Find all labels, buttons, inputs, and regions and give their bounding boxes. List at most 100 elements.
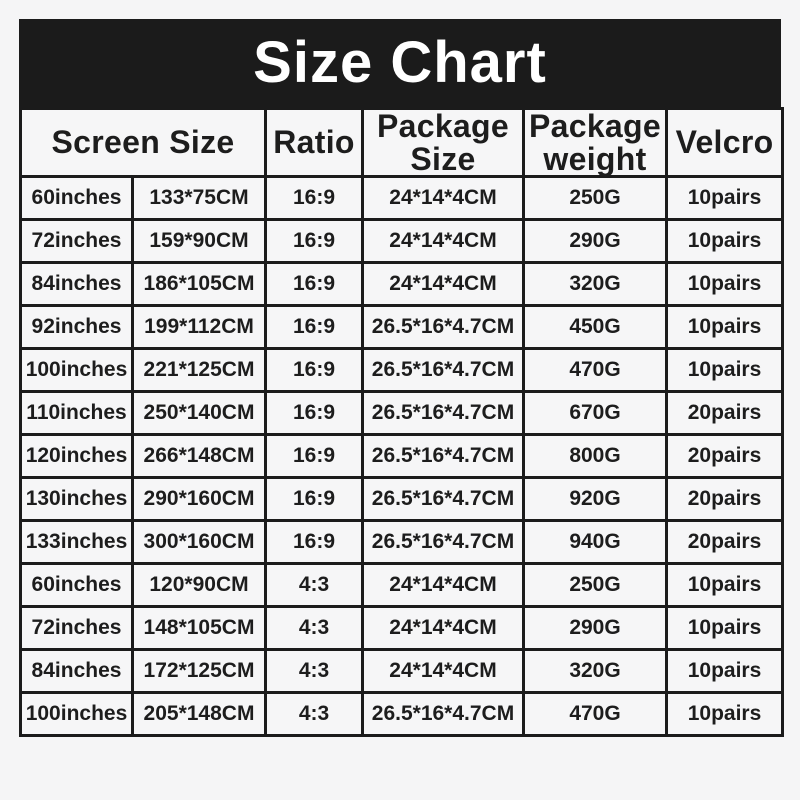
cell-screen-size-inches: 120inches [19, 433, 134, 480]
cell-package-weight: 470G [522, 347, 668, 394]
cell-package-weight: 290G [522, 218, 668, 265]
cell-package-weight: 290G [522, 605, 668, 652]
table-row: 130inches 290*160CM 16:9 26.5*16*4.7CM 920G 2… [19, 476, 784, 523]
cell-screen-size-cm: 199*112CM [131, 304, 267, 351]
table-row: 100inches 221*125CM 16:9 26.5*16*4.7CM 470G 1… [19, 347, 784, 394]
cell-velcro: 20pairs [665, 519, 784, 566]
cell-screen-size-inches: 84inches [19, 648, 134, 695]
cell-screen-size-cm: 205*148CM [131, 691, 267, 738]
header-package-weight: Package weight [522, 106, 668, 179]
cell-package-size: 26.5*16*4.7CM [361, 519, 525, 566]
table-row: 72inches 159*90CM 16:9 24*14*4CM 290G 10pairs [19, 218, 784, 265]
cell-velcro: 10pairs [665, 175, 784, 222]
cell-velcro: 10pairs [665, 691, 784, 738]
cell-screen-size-cm: 172*125CM [131, 648, 267, 695]
cell-screen-size-cm: 120*90CM [131, 562, 267, 609]
cell-screen-size-cm: 221*125CM [131, 347, 267, 394]
cell-package-size: 24*14*4CM [361, 605, 525, 652]
cell-package-size: 24*14*4CM [361, 261, 525, 308]
cell-package-size: 26.5*16*4.7CM [361, 390, 525, 437]
cell-package-weight: 670G [522, 390, 668, 437]
cell-velcro: 10pairs [665, 562, 784, 609]
cell-package-weight: 940G [522, 519, 668, 566]
cell-package-size: 24*14*4CM [361, 562, 525, 609]
cell-screen-size-cm: 133*75CM [131, 175, 267, 222]
header-screen-size: Screen Size [19, 106, 267, 179]
cell-screen-size-inches: 100inches [19, 691, 134, 738]
table-row: 100inches 205*148CM 4:3 26.5*16*4.7CM 470G 10… [19, 691, 784, 738]
table-row: 60inches 120*90CM 4:3 24*14*4CM 250G 10pairs [19, 562, 784, 609]
cell-package-size: 26.5*16*4.7CM [361, 304, 525, 351]
table-row: 133inches 300*160CM 16:9 26.5*16*4.7CM 940G 2… [19, 519, 784, 566]
cell-package-weight: 320G [522, 648, 668, 695]
cell-velcro: 10pairs [665, 605, 784, 652]
cell-velcro: 20pairs [665, 390, 784, 437]
size-chart-panel: Size Chart Screen Size Ratio Package Siz… [19, 19, 784, 738]
table-row: 92inches 199*112CM 16:9 26.5*16*4.7CM 450G 10… [19, 304, 784, 351]
table-body: 60inches 133*75CM 16:9 24*14*4CM 250G 10pairs… [19, 175, 784, 738]
cell-screen-size-cm: 186*105CM [131, 261, 267, 308]
header-package-size: Package Size [361, 106, 525, 179]
size-chart-table: Screen Size Ratio Package Size Package w… [19, 106, 784, 738]
cell-screen-size-inches: 130inches [19, 476, 134, 523]
cell-velcro: 20pairs [665, 476, 784, 523]
cell-package-size: 26.5*16*4.7CM [361, 691, 525, 738]
cell-package-weight: 470G [522, 691, 668, 738]
cell-screen-size-inches: 133inches [19, 519, 134, 566]
table-row: 84inches 186*105CM 16:9 24*14*4CM 320G 10pair… [19, 261, 784, 308]
cell-screen-size-cm: 290*160CM [131, 476, 267, 523]
cell-velcro: 20pairs [665, 433, 784, 480]
cell-package-size: 24*14*4CM [361, 218, 525, 265]
cell-velcro: 10pairs [665, 304, 784, 351]
table-row: 110inches 250*140CM 16:9 26.5*16*4.7CM 670G 2… [19, 390, 784, 437]
cell-package-weight: 320G [522, 261, 668, 308]
cell-velcro: 10pairs [665, 261, 784, 308]
cell-ratio: 16:9 [264, 347, 364, 394]
cell-package-weight: 450G [522, 304, 668, 351]
cell-ratio: 4:3 [264, 562, 364, 609]
cell-package-weight: 250G [522, 175, 668, 222]
cell-screen-size-cm: 300*160CM [131, 519, 267, 566]
table-row: 72inches 148*105CM 4:3 24*14*4CM 290G 10pairs [19, 605, 784, 652]
cell-screen-size-inches: 110inches [19, 390, 134, 437]
cell-package-weight: 800G [522, 433, 668, 480]
cell-screen-size-cm: 159*90CM [131, 218, 267, 265]
cell-screen-size-inches: 84inches [19, 261, 134, 308]
cell-package-size: 24*14*4CM [361, 648, 525, 695]
cell-ratio: 16:9 [264, 433, 364, 480]
cell-screen-size-inches: 100inches [19, 347, 134, 394]
title-bar: Size Chart [19, 19, 781, 107]
cell-ratio: 16:9 [264, 476, 364, 523]
header-row: Screen Size Ratio Package Size Package w… [19, 106, 784, 179]
cell-ratio: 4:3 [264, 605, 364, 652]
cell-package-size: 26.5*16*4.7CM [361, 433, 525, 480]
cell-ratio: 4:3 [264, 648, 364, 695]
header-ratio: Ratio [264, 106, 364, 179]
cell-ratio: 16:9 [264, 218, 364, 265]
cell-velcro: 10pairs [665, 218, 784, 265]
cell-package-size: 26.5*16*4.7CM [361, 347, 525, 394]
cell-ratio: 16:9 [264, 261, 364, 308]
cell-ratio: 16:9 [264, 304, 364, 351]
cell-ratio: 16:9 [264, 390, 364, 437]
cell-screen-size-inches: 72inches [19, 605, 134, 652]
cell-velcro: 10pairs [665, 648, 784, 695]
cell-ratio: 16:9 [264, 175, 364, 222]
cell-screen-size-inches: 72inches [19, 218, 134, 265]
cell-screen-size-cm: 250*140CM [131, 390, 267, 437]
header-velcro: Velcro [665, 106, 784, 179]
cell-velcro: 10pairs [665, 347, 784, 394]
cell-package-size: 24*14*4CM [361, 175, 525, 222]
cell-package-size: 26.5*16*4.7CM [361, 476, 525, 523]
table-row: 120inches 266*148CM 16:9 26.5*16*4.7CM 800G 2… [19, 433, 784, 480]
cell-screen-size-cm: 148*105CM [131, 605, 267, 652]
cell-screen-size-inches: 92inches [19, 304, 134, 351]
table-row: 84inches 172*125CM 4:3 24*14*4CM 320G 10pairs [19, 648, 784, 695]
cell-package-weight: 250G [522, 562, 668, 609]
page-title: Size Chart [253, 30, 547, 95]
cell-screen-size-cm: 266*148CM [131, 433, 267, 480]
cell-package-weight: 920G [522, 476, 668, 523]
cell-ratio: 16:9 [264, 519, 364, 566]
cell-ratio: 4:3 [264, 691, 364, 738]
cell-screen-size-inches: 60inches [19, 562, 134, 609]
